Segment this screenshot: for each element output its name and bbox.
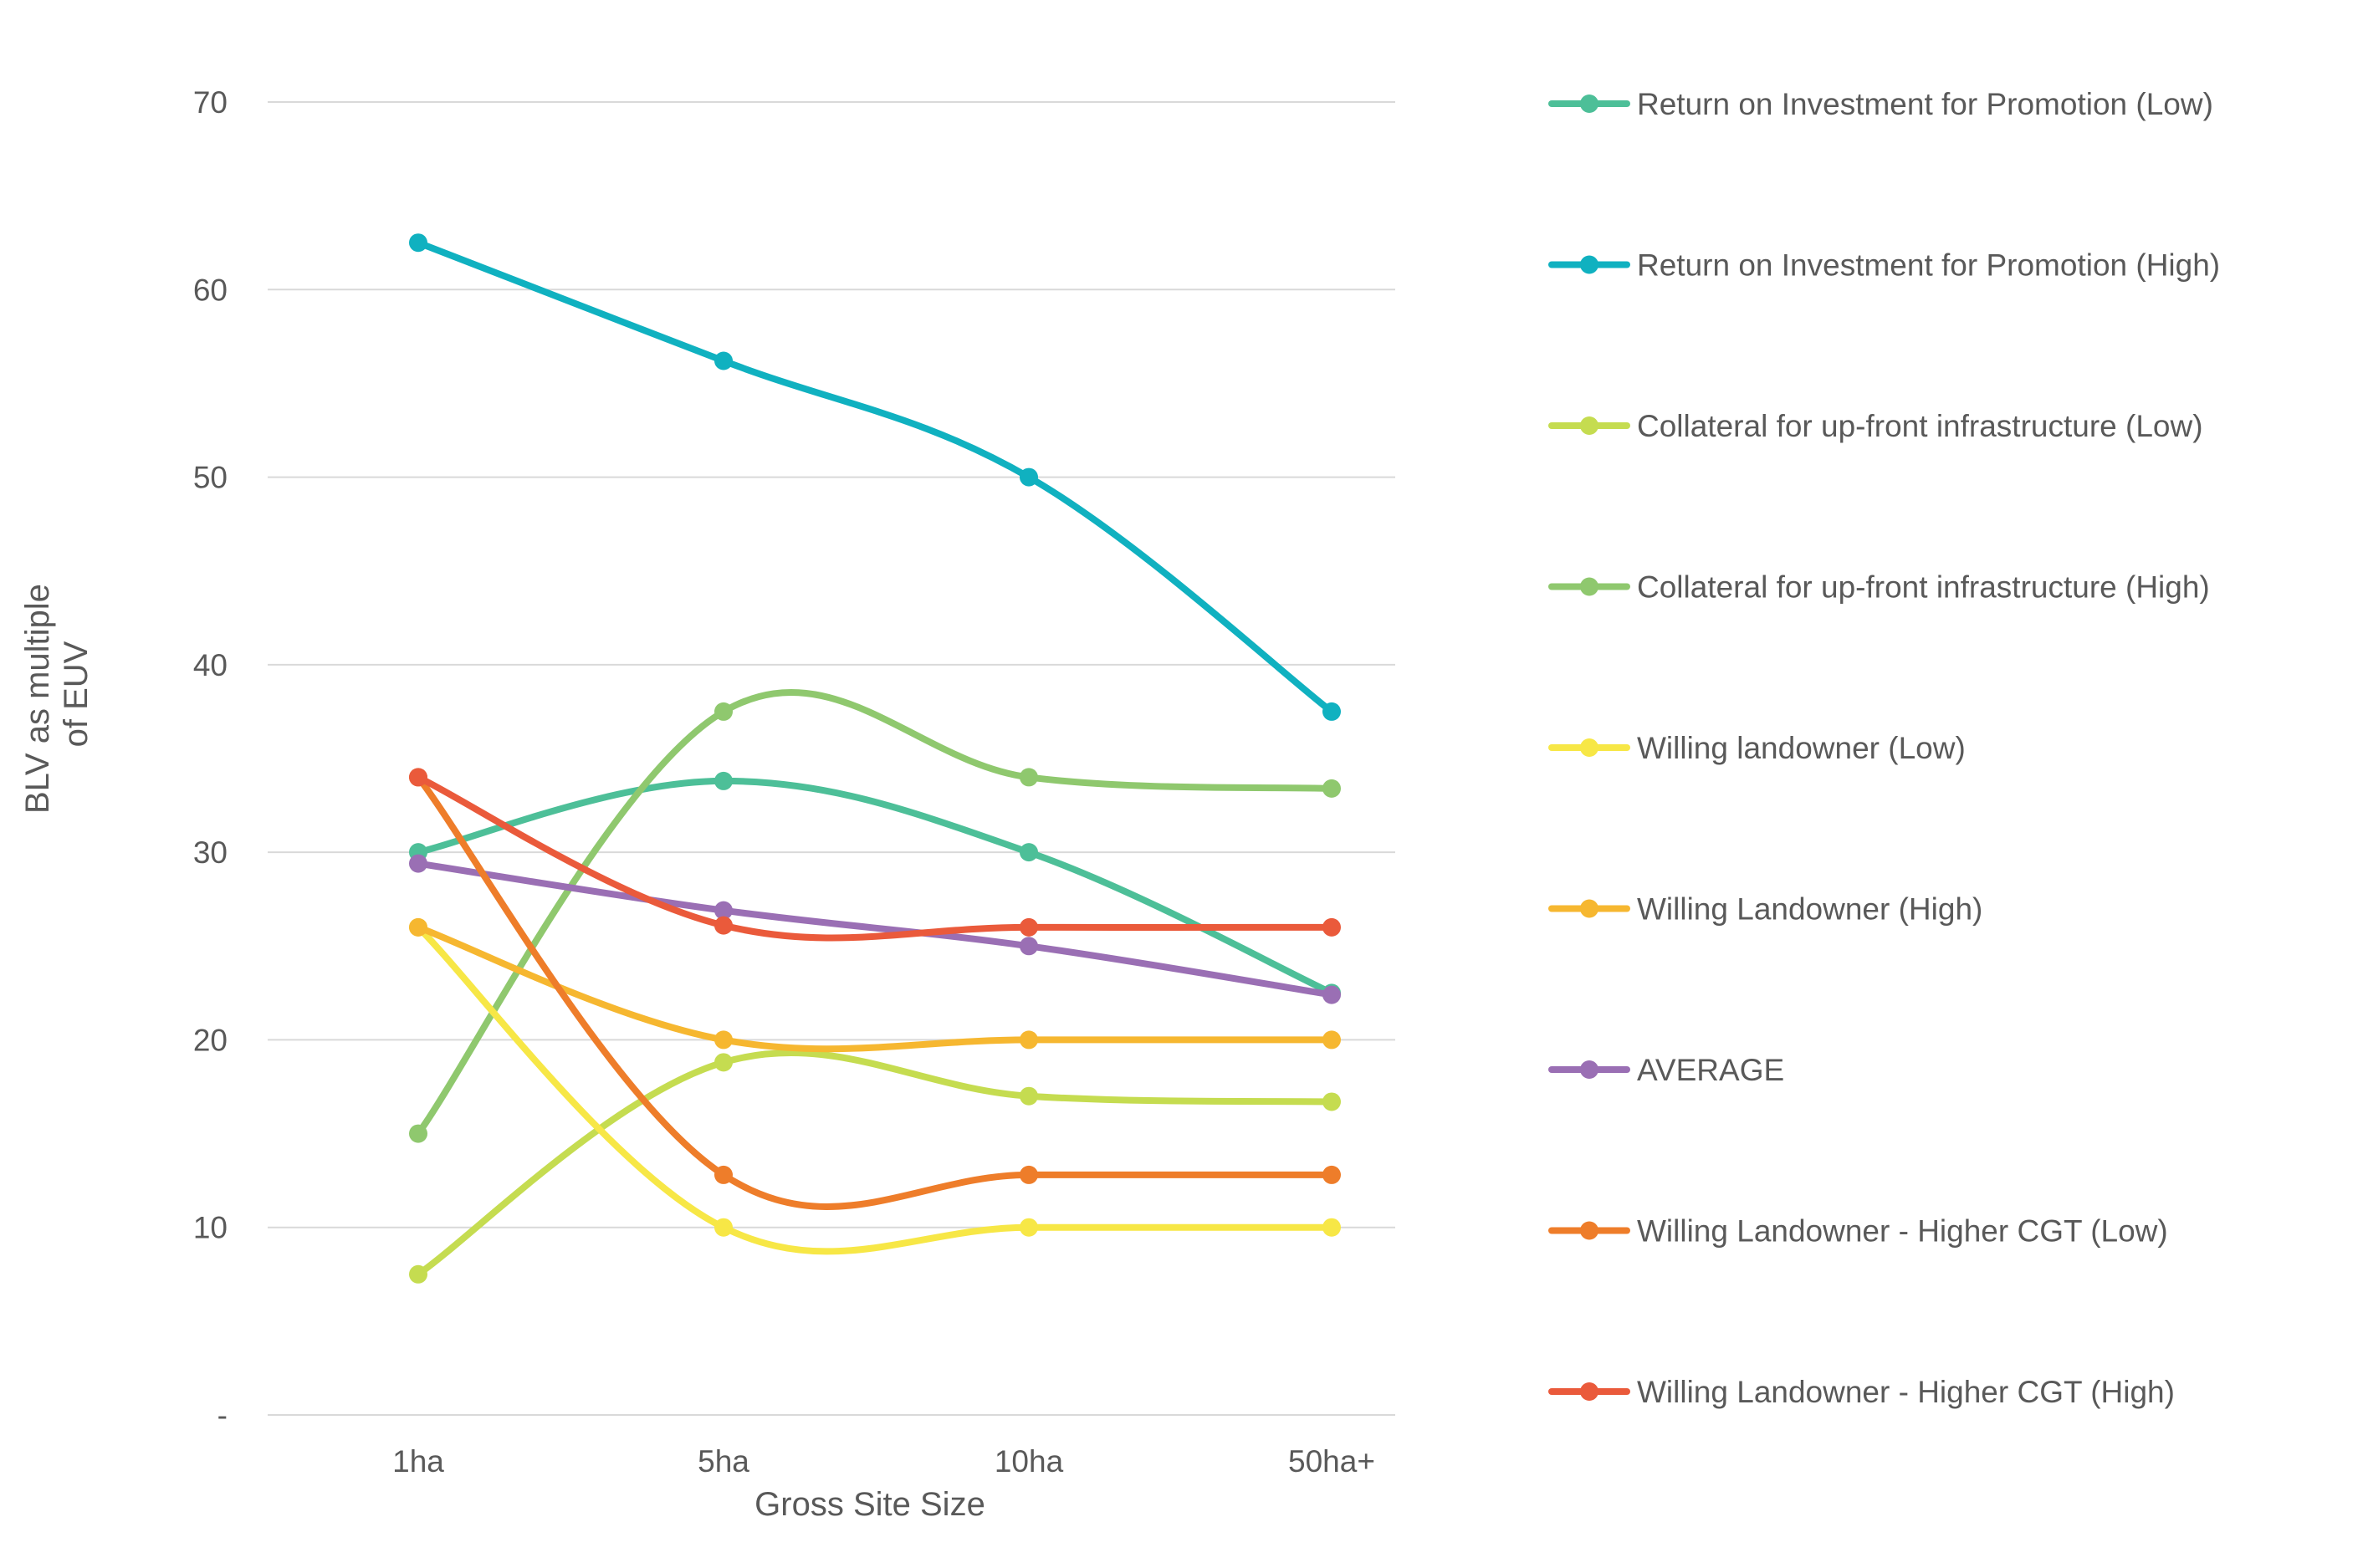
series-line <box>415 689 1335 1137</box>
y-tick-label: 60 <box>193 273 228 307</box>
series-lines <box>409 233 1341 1284</box>
legend-swatch-marker <box>1580 899 1598 918</box>
data-point <box>714 916 733 935</box>
legend-swatch-marker <box>1580 94 1598 113</box>
series-4 <box>409 689 1341 1143</box>
y-tick-label: - <box>217 1398 228 1433</box>
data-point <box>409 917 427 937</box>
x-tick-label: 50ha+ <box>1288 1444 1375 1479</box>
series-2 <box>409 233 1341 721</box>
data-point <box>714 1030 733 1050</box>
series-6 <box>409 917 1341 1053</box>
legend: Return on Investment for Promotion (Low)… <box>1548 87 2220 1409</box>
data-point <box>409 854 427 873</box>
data-point <box>714 1053 733 1072</box>
y-tick-label: 70 <box>193 85 228 120</box>
legend-swatch-marker <box>1580 255 1598 274</box>
legend-label: Return on Investment for Promotion (Low) <box>1637 87 2213 121</box>
data-point <box>714 351 733 370</box>
data-point <box>1322 917 1341 937</box>
data-point <box>1322 779 1341 798</box>
y-tick-label: 20 <box>193 1023 228 1057</box>
legend-item: Willing Landowner - Higher CGT (Low) <box>1548 1214 2168 1249</box>
data-point <box>1020 1218 1038 1237</box>
y-axis-ticks: - 10 20 30 40 50 60 70 <box>193 85 228 1433</box>
legend-item: Collateral for up-front infrastructure (… <box>1548 409 2203 443</box>
legend-label: Willing Landowner (High) <box>1637 892 1982 927</box>
legend-label: Willing landowner (Low) <box>1637 731 1966 765</box>
y-tick-label: 10 <box>193 1211 228 1245</box>
legend-item: Return on Investment for Promotion (High… <box>1548 248 2220 283</box>
series-3 <box>409 1049 1341 1284</box>
series-9 <box>409 768 1341 942</box>
legend-swatch-marker <box>1580 1382 1598 1401</box>
series-line <box>415 774 1335 1210</box>
legend-swatch-marker <box>1580 1060 1598 1079</box>
y-axis-title-line-1: BLV as multiple <box>19 584 56 814</box>
legend-swatch-marker <box>1580 577 1598 596</box>
data-point <box>409 1264 427 1284</box>
series-7 <box>409 854 1341 1004</box>
x-axis-ticks: 1ha 5ha 10ha 50ha+ <box>392 1444 1375 1479</box>
legend-item: Collateral for up-front infrastructure (… <box>1548 570 2210 605</box>
data-point <box>714 1218 733 1237</box>
legend-label: Return on Investment for Promotion (High… <box>1637 248 2220 283</box>
series-line <box>415 923 1335 1255</box>
legend-item: Willing landowner (Low) <box>1548 731 1966 765</box>
legend-label: Willing Landowner - Higher CGT (High) <box>1637 1375 2175 1409</box>
data-point <box>1322 985 1341 1004</box>
data-point <box>1020 768 1038 787</box>
series-line <box>415 860 1335 999</box>
gridlines <box>268 101 1395 1416</box>
data-point <box>1322 1092 1341 1111</box>
data-point <box>1020 937 1038 956</box>
data-point <box>1020 843 1038 862</box>
data-point <box>1020 1165 1038 1184</box>
legend-item: Willing Landowner (High) <box>1548 892 1982 927</box>
legend-label: Collateral for up-front infrastructure (… <box>1637 409 2203 443</box>
data-point <box>714 901 733 920</box>
data-point <box>1322 1218 1341 1237</box>
data-point <box>1020 1030 1038 1050</box>
data-point <box>1322 1030 1341 1050</box>
y-tick-label: 30 <box>193 835 228 870</box>
series-line <box>415 774 1335 942</box>
legend-label: Collateral for up-front infrastructure (… <box>1637 570 2210 605</box>
legend-label: AVERAGE <box>1637 1053 1784 1087</box>
legend-swatch-marker <box>1580 738 1598 757</box>
series-8 <box>409 768 1341 1210</box>
data-point <box>409 1124 427 1143</box>
x-axis-title: Gross Site Size <box>754 1486 985 1523</box>
data-point <box>714 771 733 790</box>
y-axis-title-line-2: of EUV <box>58 641 95 747</box>
data-point <box>1020 917 1038 937</box>
x-tick-label: 10ha <box>995 1444 1064 1479</box>
y-tick-label: 40 <box>193 648 228 682</box>
series-line <box>415 1049 1335 1278</box>
series-line <box>415 239 1335 715</box>
y-axis-title: BLV as multiple of EUV <box>19 575 95 814</box>
legend-label: Willing Landowner - Higher CGT (Low) <box>1637 1214 2168 1249</box>
x-tick-label: 1ha <box>392 1444 444 1479</box>
data-point <box>1020 1086 1038 1106</box>
data-point <box>714 702 733 721</box>
legend-item: Return on Investment for Promotion (Low) <box>1548 87 2213 121</box>
legend-swatch-marker <box>1580 1221 1598 1240</box>
x-tick-label: 5ha <box>698 1444 749 1479</box>
data-point <box>1020 467 1038 487</box>
legend-swatch-marker <box>1580 416 1598 435</box>
data-point <box>1322 1165 1341 1184</box>
data-point <box>714 1165 733 1184</box>
series-line <box>415 923 1335 1053</box>
data-point <box>1322 702 1341 721</box>
data-point <box>409 768 427 787</box>
y-tick-label: 50 <box>193 461 228 495</box>
legend-item: AVERAGE <box>1548 1053 1784 1087</box>
legend-item: Willing Landowner - Higher CGT (High) <box>1548 1375 2175 1409</box>
data-point <box>409 233 427 253</box>
